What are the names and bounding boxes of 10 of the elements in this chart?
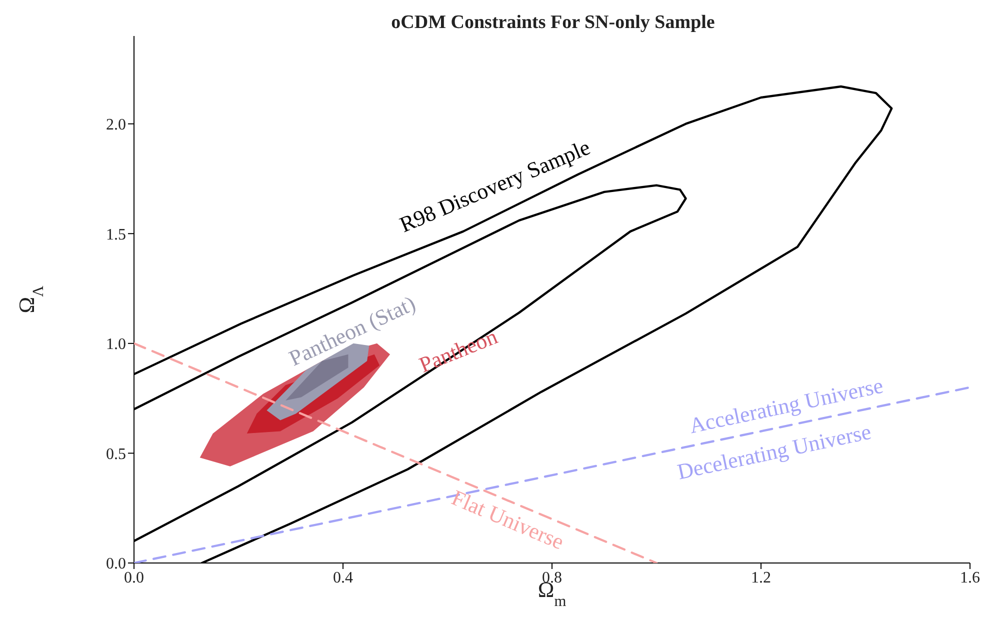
y-tick-label: 1.5: [106, 226, 126, 244]
y-tick-label: 0.0: [106, 556, 126, 573]
x-tick-label: 0.4: [333, 569, 353, 586]
y-tick-label: 2.0: [106, 116, 126, 134]
chart-title: oCDM Constraints For SN-only Sample: [391, 12, 715, 33]
x-tick-label: 1.6: [960, 569, 980, 586]
x-tick-label: 0.0: [124, 569, 144, 586]
x-tick-label: 1.2: [751, 569, 771, 586]
y-tick-label: 1.0: [106, 336, 126, 354]
y-tick-label: 0.5: [106, 446, 126, 463]
